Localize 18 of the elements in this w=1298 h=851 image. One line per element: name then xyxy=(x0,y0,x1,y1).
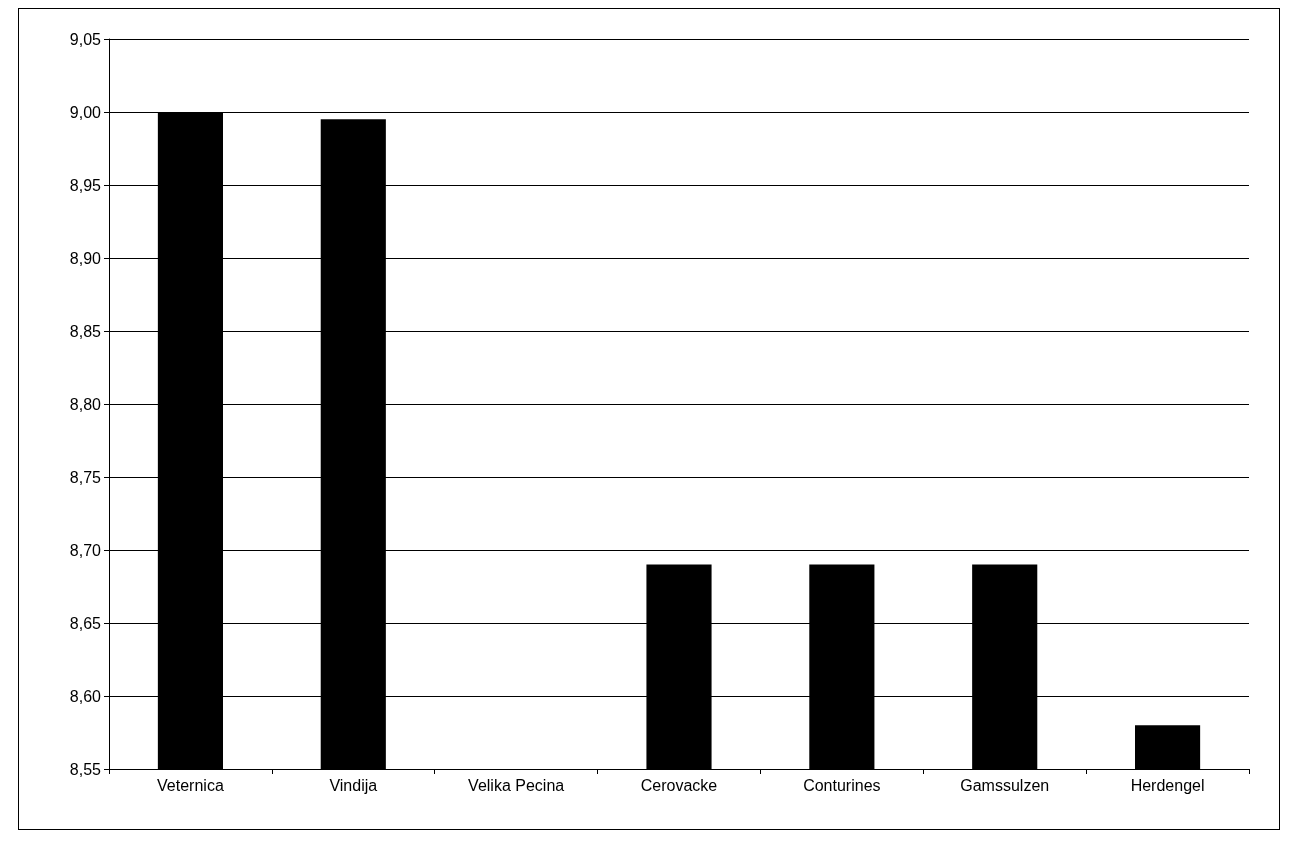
x-tick-label: Herdengel xyxy=(1130,776,1205,794)
y-tick-label: 8,65 xyxy=(69,614,102,632)
x-tick-label: Cerovacke xyxy=(640,776,718,794)
y-tick-label: 8,75 xyxy=(69,468,102,486)
y-tick-label: 8,80 xyxy=(69,395,102,413)
y-tick-label: 8,90 xyxy=(69,249,102,267)
y-tick-label: 8,70 xyxy=(69,541,102,559)
x-tick-label: Conturines xyxy=(803,776,881,794)
y-tick-label: 8,85 xyxy=(69,322,102,340)
y-tick-label: 8,60 xyxy=(69,687,102,705)
y-tick-label: 8,95 xyxy=(69,176,102,194)
y-tick-label: 9,00 xyxy=(69,103,102,121)
x-tick-label: Velika Pecina xyxy=(468,776,565,794)
x-tick-label: Vindija xyxy=(329,776,378,794)
x-tick-label: Veternica xyxy=(157,776,224,794)
y-tick-label: 9,05 xyxy=(69,30,102,48)
y-tick-label: 8,55 xyxy=(69,760,102,778)
x-tick-label: Gamssulzen xyxy=(960,776,1050,794)
